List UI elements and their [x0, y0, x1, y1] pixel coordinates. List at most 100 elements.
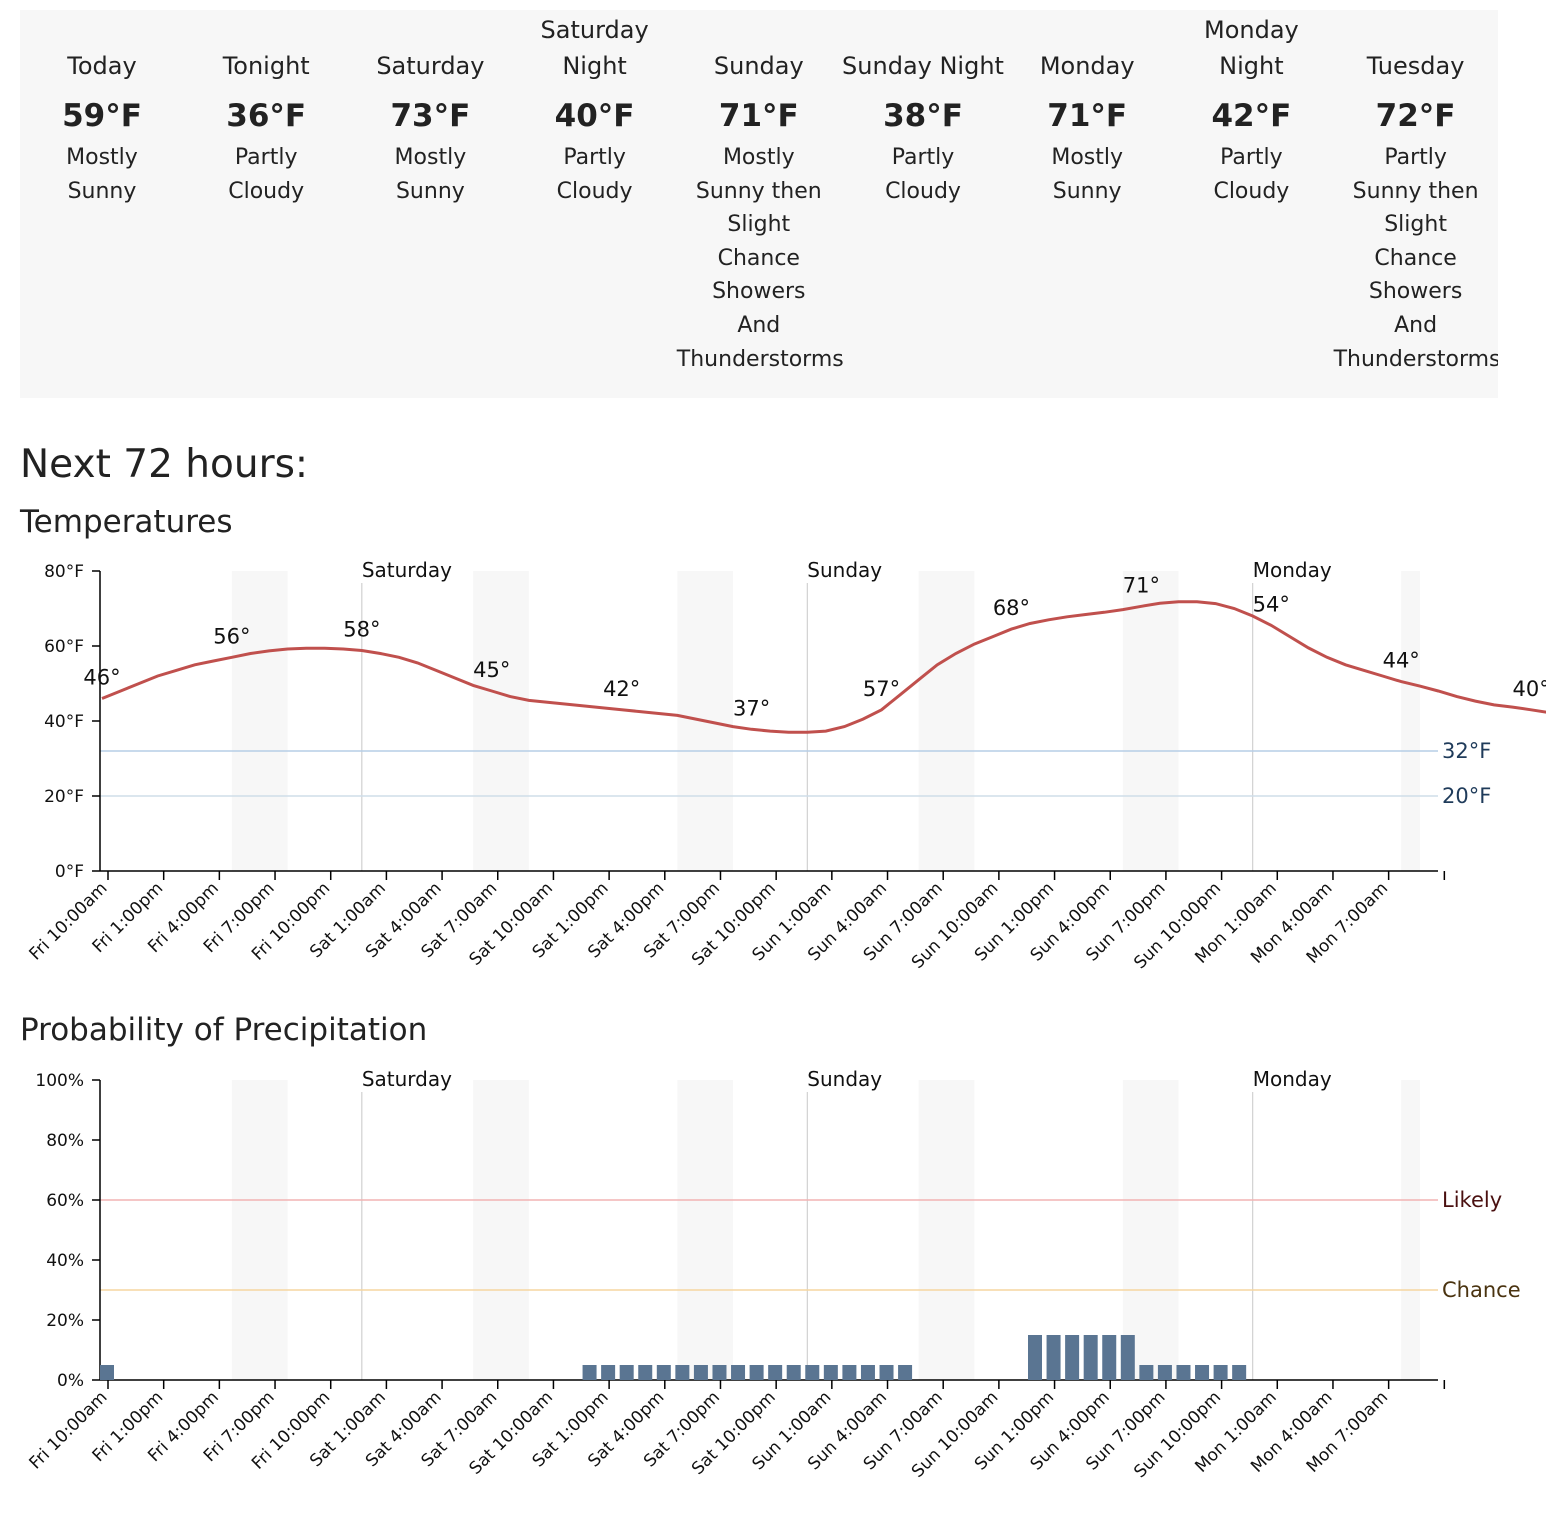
precipitation-bar: [860, 1365, 875, 1380]
precipitation-bar: [731, 1365, 746, 1380]
precipitation-bar: [1102, 1335, 1117, 1380]
night-band: [677, 1080, 734, 1380]
night-band: [918, 571, 975, 871]
precipitation-bar: [1028, 1335, 1042, 1380]
temperature-data-label: 46°: [83, 666, 120, 690]
night-band: [1401, 1080, 1420, 1380]
temperature-data-label: 40°: [1513, 677, 1546, 701]
forecast-description: Partly Cloudy: [885, 145, 961, 204]
y-tick-label: 60%: [46, 1191, 84, 1211]
precipitation-chart: Saturday Sunday Monday Likely Chance 0% 20% 40%…: [26, 1067, 1521, 1482]
y-tick-label: 40°F: [44, 712, 84, 732]
day-label: Monday: [1253, 558, 1332, 582]
night-band: [918, 1080, 975, 1380]
night-band: [1122, 1080, 1179, 1380]
day-label: Saturday: [362, 1067, 452, 1091]
precipitation-bar: [601, 1365, 616, 1380]
forecast-temperature: 71°F: [718, 98, 799, 134]
precipitation-bar: [712, 1365, 727, 1380]
forecast-temperature: 73°F: [390, 98, 471, 134]
day-label: Monday: [1253, 1067, 1332, 1091]
precipitation-bar: [879, 1365, 894, 1380]
forecast-description: Mostly Sunny: [66, 145, 138, 204]
y-tick-label: 0%: [57, 1371, 84, 1391]
forecast-period-name: Tuesday: [1366, 52, 1465, 80]
y-tick-label: 20°F: [44, 787, 84, 807]
forecast-temperature: 71°F: [1047, 98, 1128, 134]
forecast-period-name: Monday: [1039, 52, 1135, 80]
precipitation-bar: [1046, 1335, 1061, 1380]
temperature-data-label: 45°: [473, 658, 510, 682]
precipitation-bar: [656, 1365, 671, 1380]
section-title: Next 72 hours:: [20, 442, 309, 487]
forecast-description: Partly Cloudy: [556, 145, 633, 204]
temperature-data-label: 42°: [603, 677, 640, 701]
temperature-data-label: 57°: [863, 677, 900, 701]
forecast-temperature: 59°F: [62, 98, 142, 134]
forecast-period-name: Night: [562, 52, 627, 80]
precipitation-bar: [638, 1365, 653, 1380]
forecast-temperature: 38°F: [883, 98, 963, 134]
forecast-temperature: 36°F: [226, 98, 307, 134]
forecast-description: Mostly Sunny: [394, 145, 467, 204]
forecast-description: Mostly Sunny then Slight Chance Showers And Th…: [676, 145, 844, 372]
forecast-strip: Today 59°F Mostly Sunny Tonight 36°F Partly Clo…: [20, 10, 1498, 398]
precipitation-bar: [1065, 1335, 1080, 1380]
precipitation-bar: [749, 1365, 764, 1380]
day-label: Sunday: [807, 558, 882, 582]
precipitation-bar: [1195, 1365, 1210, 1380]
precipitation-bar: [1232, 1365, 1247, 1380]
forecast-period-name: Monday: [1204, 16, 1299, 44]
temperature-data-label: 68°: [993, 596, 1030, 620]
reference-label: Chance: [1442, 1278, 1521, 1302]
forecast-period-name: Night: [1219, 52, 1284, 80]
precipitation-bar: [675, 1365, 690, 1380]
forecast-period-name: Tonight: [222, 52, 310, 80]
forecast-period-name: Saturday: [540, 16, 649, 44]
temperature-data-label: 58°: [343, 618, 380, 642]
precipitation-bar: [100, 1365, 114, 1380]
precipitation-bar: [1083, 1335, 1098, 1380]
night-band: [231, 571, 288, 871]
forecast-temperature: 40°F: [554, 98, 635, 134]
forecast-description: Partly Sunny then Slight Chance Showers And Th…: [1333, 145, 1498, 372]
precipitation-bar: [619, 1365, 634, 1380]
forecast-description: Partly Cloudy: [228, 145, 305, 204]
temperature-data-label: 44°: [1383, 649, 1420, 673]
night-band: [473, 1080, 529, 1380]
forecast-temperature: 72°F: [1375, 98, 1456, 134]
night-band: [473, 571, 529, 871]
y-tick-label: 60°F: [44, 637, 84, 657]
y-tick-label: 20%: [46, 1311, 84, 1331]
y-tick-label: 40%: [46, 1251, 84, 1271]
precipitation-bar: [1120, 1335, 1135, 1380]
precipitation-bar: [1139, 1365, 1154, 1380]
precipitation-bar: [582, 1365, 597, 1380]
y-tick-label: 80%: [46, 1131, 84, 1151]
precipitation-bar: [768, 1365, 783, 1380]
y-tick-label: 0°F: [55, 862, 84, 882]
precipitation-bar: [898, 1365, 913, 1380]
precipitation-bar: [1157, 1365, 1172, 1380]
day-label: Sunday: [807, 1067, 882, 1091]
forecast-description: Mostly Sunny: [1051, 145, 1124, 204]
reference-label: 20°F: [1442, 784, 1491, 808]
temperature-chart-title: Temperatures: [20, 504, 233, 540]
precipitation-bar: [805, 1365, 820, 1380]
temperature-data-label: 56°: [213, 624, 250, 648]
reference-label: 32°F: [1442, 739, 1491, 763]
temperature-line: [101, 600, 1546, 734]
precipitation-bar: [786, 1365, 801, 1380]
temperature-data-label: 71°: [1123, 573, 1160, 597]
precipitation-bar: [1213, 1365, 1228, 1380]
night-band: [1401, 571, 1420, 871]
precipitation-bar: [823, 1365, 838, 1380]
temperature-chart: Saturday Sunday Monday 32°F 20°F 0°F 20°F 40°F 6…: [26, 558, 1546, 973]
y-tick-label: 100%: [35, 1071, 84, 1091]
temperature-data-label: 54°: [1253, 592, 1290, 616]
forecast-description: Partly Cloudy: [1213, 145, 1290, 204]
forecast-temperature: 42°F: [1211, 98, 1292, 134]
day-label: Saturday: [362, 558, 452, 582]
y-tick-label: 80°F: [44, 562, 84, 582]
night-band: [231, 1080, 288, 1380]
